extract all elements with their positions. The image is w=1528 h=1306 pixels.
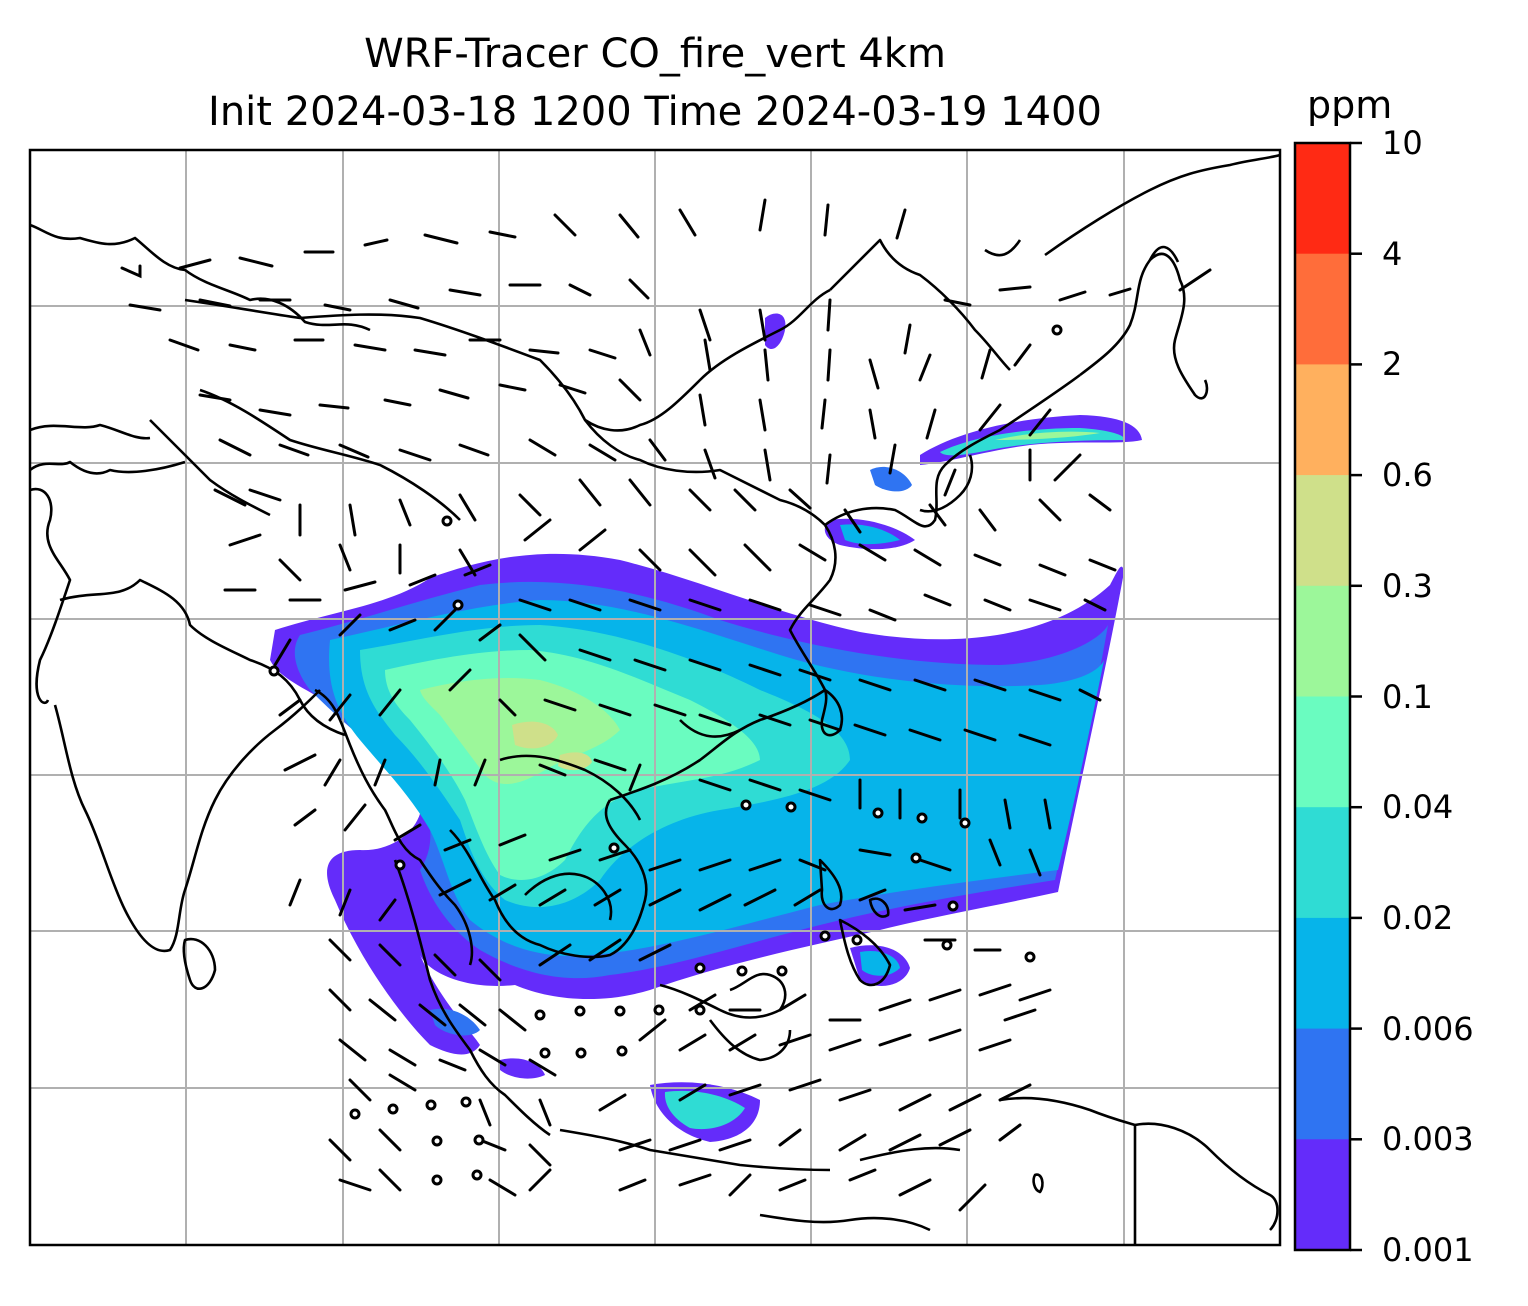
colorbar-tick-label: 0.3	[1382, 566, 1433, 605]
colorbar-tick-label: 0.003	[1382, 1120, 1474, 1159]
colorbar-unit-label: ppm	[1307, 83, 1393, 127]
colorbar-tick-label: 10	[1382, 124, 1423, 162]
coastlines	[30, 153, 1280, 1245]
colorbar-tick-label: 0.1	[1382, 677, 1433, 716]
calm-wind-markers	[268, 324, 1063, 1186]
colorbar-segment	[1295, 475, 1350, 587]
colorbar-segment	[1295, 364, 1350, 476]
colorbar-segment	[1295, 1028, 1350, 1140]
colorbar-segment	[1295, 696, 1350, 808]
colorbar-segment	[1295, 807, 1350, 919]
colorbar-segment	[1295, 1139, 1350, 1251]
map-gridlines	[30, 150, 1280, 1245]
tracer-plume	[270, 313, 1142, 1142]
colorbar-segment	[1295, 585, 1350, 697]
colorbar-tick-label: 4	[1382, 234, 1403, 273]
map-frame	[28, 148, 1282, 1247]
colorbar	[1293, 141, 1362, 1252]
colorbar-tick-label: 0.006	[1382, 1009, 1474, 1048]
colorbar-tick-label: 0.02	[1382, 898, 1454, 937]
colorbar-segment	[1295, 253, 1350, 365]
wind-barbs	[120, 198, 1212, 1212]
map-title: WRF-Tracer CO_fire_vert 4km	[364, 31, 946, 77]
colorbar-segment	[1295, 143, 1350, 255]
colorbar-tick-label: 0.6	[1382, 456, 1433, 495]
colorbar-tick-label: 2	[1382, 345, 1403, 384]
colorbar-tick-label: 0.001	[1382, 1231, 1474, 1269]
map-subtitle: Init 2024-03-18 1200 Time 2024-03-19 140…	[208, 89, 1102, 135]
colorbar-segment	[1295, 917, 1350, 1030]
colorbar-tick-label: 0.04	[1382, 788, 1454, 827]
